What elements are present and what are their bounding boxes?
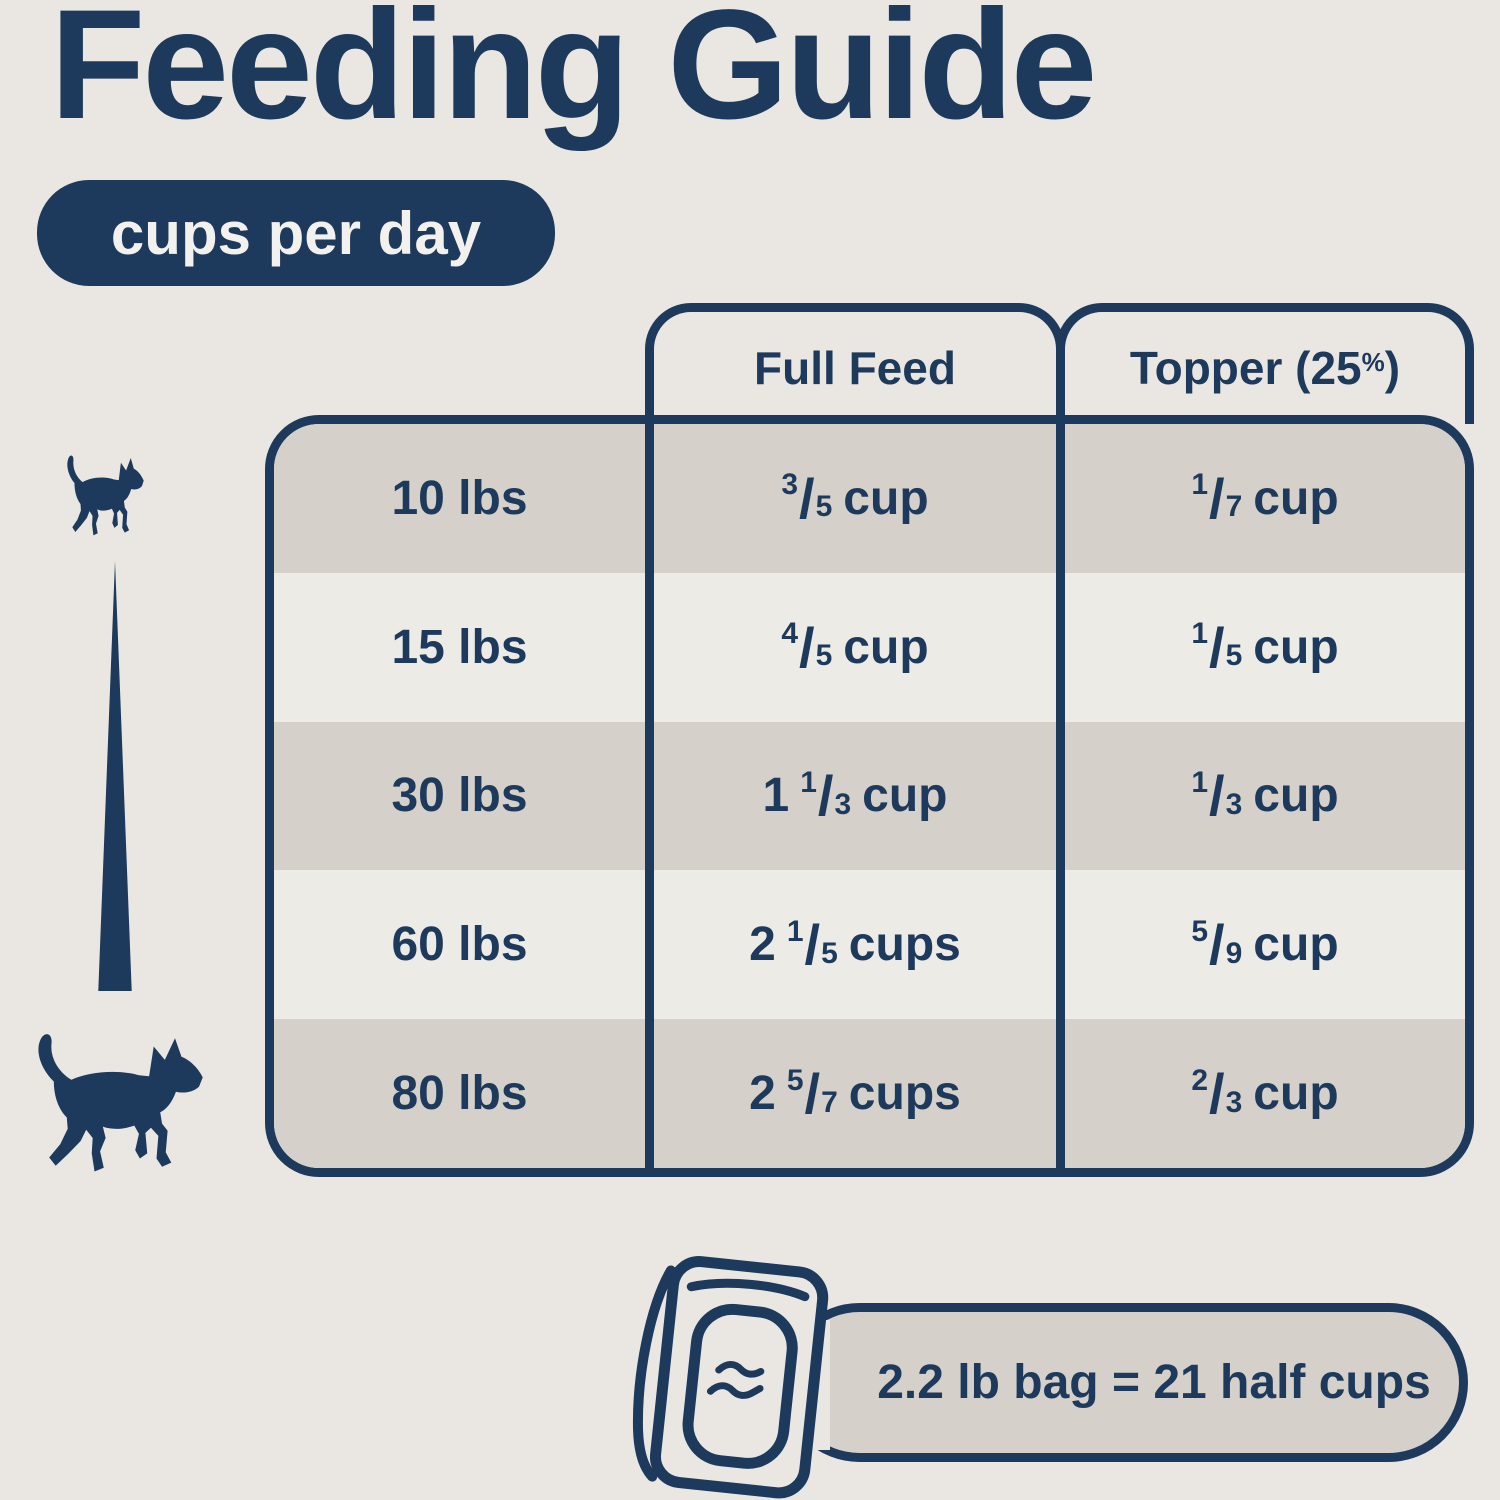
large-dog-icon — [38, 1034, 203, 1172]
fraction: 1/3 — [1191, 764, 1243, 828]
bag-yield-text: 2.2 lb bag = 21 half cups — [877, 1356, 1431, 1409]
fraction: 1/3 — [800, 764, 852, 828]
column-header-full-feed: Full Feed — [645, 303, 1065, 424]
full-feed-cell: 2 5/7 cups — [645, 1019, 1056, 1168]
table-row: 30 lbs 1 1/3 cup 1/3 cup — [274, 721, 1465, 871]
full-feed-cell: 4/5 cup — [645, 572, 1056, 722]
feeding-table: 10 lbs 3/5 cup 1/7 cup 15 lbs 4/5 cup 1/… — [265, 415, 1474, 1177]
topper-cell: 5/9 cup — [1056, 870, 1465, 1020]
topper-cell: 1/3 cup — [1056, 721, 1465, 871]
small-dog-icon — [67, 455, 144, 536]
topper-cell: 1/7 cup — [1056, 424, 1465, 573]
weight-cell: 60 lbs — [391, 918, 528, 972]
fraction: 1/5 — [1191, 615, 1243, 679]
topper-cell: 1/5 cup — [1056, 572, 1465, 722]
fraction: 3/5 — [781, 466, 833, 530]
column-header-topper: Topper (25%) — [1056, 303, 1474, 424]
full-feed-cell: 3/5 cup — [645, 424, 1056, 573]
bag-yield-note: 2.2 lb bag = 21 half cups — [780, 1303, 1468, 1462]
full-feed-label: Full Feed — [754, 342, 956, 394]
topper-cell: 2/3 cup — [1056, 1019, 1465, 1168]
fraction: 5/9 — [1191, 913, 1243, 977]
topper-label: Topper (25%) — [1129, 342, 1401, 394]
weight-cell: 30 lbs — [391, 769, 528, 823]
weight-cell: 80 lbs — [391, 1067, 528, 1121]
full-feed-cell: 1 1/3 cup — [645, 721, 1056, 871]
percent-superscript: % — [1361, 347, 1385, 377]
cups-per-day-label: cups per day — [110, 199, 482, 267]
table-row: 15 lbs 4/5 cup 1/5 cup — [274, 572, 1465, 722]
fraction: 1/5 — [786, 913, 838, 977]
weight-cell: 15 lbs — [391, 620, 528, 674]
fraction: 4/5 — [781, 615, 833, 679]
fraction: 1/7 — [1191, 466, 1243, 530]
table-row: 10 lbs 3/5 cup 1/7 cup — [274, 424, 1465, 573]
dog-food-bag-icon — [632, 1256, 830, 1499]
size-scale-triangle — [98, 561, 132, 991]
fraction: 2/3 — [1191, 1062, 1243, 1126]
fraction: 5/7 — [786, 1062, 838, 1126]
page-title: Feeding Guide — [50, 0, 1097, 152]
table-row: 60 lbs 2 1/5 cups 5/9 cup — [274, 870, 1465, 1020]
cups-per-day-badge: cups per day — [37, 180, 555, 286]
full-feed-cell: 2 1/5 cups — [645, 870, 1056, 1020]
table-row: 80 lbs 2 5/7 cups 2/3 cup — [274, 1019, 1465, 1168]
weight-cell: 10 lbs — [391, 471, 528, 525]
